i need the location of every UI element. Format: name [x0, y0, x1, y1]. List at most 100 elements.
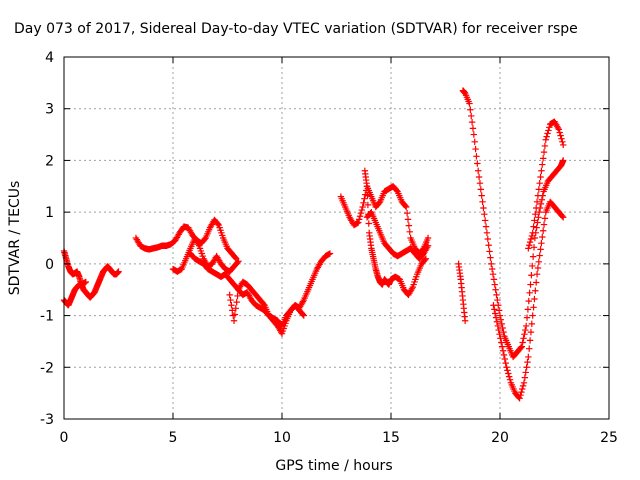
data-point-interp: [469, 125, 477, 132]
axis-ticks: 0 5 10 15 20 25 -3 -2 -1 0 1 2 3 4: [40, 50, 618, 446]
x-axis-label: GPS time / hours: [275, 458, 392, 474]
data-point-interp: [532, 279, 540, 286]
plot-frame: [63, 56, 610, 420]
data-point-interp: [502, 359, 509, 367]
data-point: [522, 322, 530, 330]
data-point-interp: [519, 382, 527, 390]
data-point: [475, 167, 482, 174]
data-point-interp: [227, 296, 234, 304]
data-point-interp: [546, 124, 553, 131]
data-point-interp: [234, 292, 241, 300]
data-point-interp: [527, 328, 535, 336]
data-point-interp: [486, 248, 493, 255]
data-point-interp: [299, 311, 307, 318]
data-point-interp: [477, 186, 485, 193]
data-point: [82, 278, 89, 286]
data-point-interp: [520, 335, 527, 342]
chart-title: Day 073 of 2017, Sidereal Day-to-day VTE…: [14, 21, 578, 37]
data-point-interp: [500, 328, 507, 336]
data-point: [479, 198, 486, 205]
data-point-interp: [532, 204, 540, 212]
data-point-interp: [489, 271, 497, 278]
data-point-interp: [523, 314, 531, 321]
data-point-interp: [524, 358, 531, 366]
x-tick-label: 25: [600, 430, 618, 446]
data-point-interp: [519, 385, 526, 393]
y-tick-label: -2: [40, 360, 54, 376]
data-point-interp: [471, 138, 478, 146]
data-point: [496, 312, 504, 319]
data-point-interp: [231, 311, 239, 318]
data-point-interp: [540, 221, 548, 228]
data-point: [533, 198, 541, 205]
data-point-interp: [534, 192, 542, 199]
data-point: [115, 268, 122, 275]
data-point-interp: [526, 289, 533, 297]
grid: [64, 57, 609, 419]
data-point-interp: [232, 254, 239, 261]
data-point-interp: [475, 173, 483, 181]
data-point: [490, 302, 497, 309]
data-point-interp: [481, 217, 489, 224]
data-point: [483, 229, 491, 237]
data-point: [560, 141, 567, 149]
data-point-interp: [228, 302, 235, 309]
data-point-interp: [540, 148, 548, 156]
data-point: [230, 317, 238, 324]
data-point: [536, 208, 543, 216]
data-point-interp: [478, 192, 485, 199]
data-point-interp: [404, 216, 412, 223]
y-tick-label: 0: [45, 257, 54, 273]
data-point-interp: [403, 209, 411, 217]
data-point-interp: [527, 235, 535, 243]
data-point-interp: [530, 304, 537, 311]
data-point: [538, 167, 545, 174]
data-point: [494, 322, 502, 330]
data-points: [60, 87, 567, 402]
y-tick-label: 1: [45, 205, 54, 221]
data-point-interp: [558, 135, 565, 142]
data-point-interp: [534, 264, 542, 272]
data-point: [555, 126, 563, 133]
data-point-interp: [361, 195, 368, 202]
data-point-interp: [536, 179, 543, 187]
data-point-interp: [232, 305, 239, 312]
data-point-interp: [535, 186, 543, 193]
data-point-interp: [234, 259, 241, 266]
y-tick-label: -3: [40, 412, 54, 428]
data-point-interp: [556, 129, 563, 136]
data-point-interp: [541, 215, 549, 222]
data-point-interp: [539, 161, 546, 168]
data-point-interp: [474, 160, 481, 167]
data-point-interp: [533, 224, 540, 231]
data-point-interp: [498, 339, 505, 346]
data-point: [226, 291, 233, 299]
data-point-interp: [229, 307, 236, 314]
data-point: [529, 312, 536, 319]
data-point: [422, 255, 430, 262]
data-point-interp: [491, 281, 498, 288]
data-point-interp: [525, 297, 532, 305]
data-point-interp: [497, 316, 505, 323]
data-point-interp: [559, 213, 566, 220]
data-point-interp: [482, 223, 490, 230]
x-tick-label: 15: [382, 430, 400, 446]
data-point-interp: [518, 388, 525, 396]
data-point-interp: [500, 351, 508, 359]
data-point-interp: [538, 196, 546, 203]
data-point-interp: [519, 339, 526, 346]
data-point-interp: [468, 112, 475, 120]
data-point: [518, 343, 525, 350]
data-point-interp: [358, 206, 365, 214]
data-point: [355, 219, 362, 226]
data-point: [525, 353, 532, 361]
data-point-interp: [517, 392, 524, 399]
data-point-interp: [539, 227, 547, 234]
data-point-interp: [501, 355, 508, 363]
data-point-interp: [528, 320, 536, 328]
data-point: [488, 260, 495, 268]
data-point-interp: [494, 296, 501, 304]
data-point-interp: [492, 314, 500, 321]
data-point-interp: [499, 324, 506, 332]
data-point-interp: [531, 295, 538, 303]
